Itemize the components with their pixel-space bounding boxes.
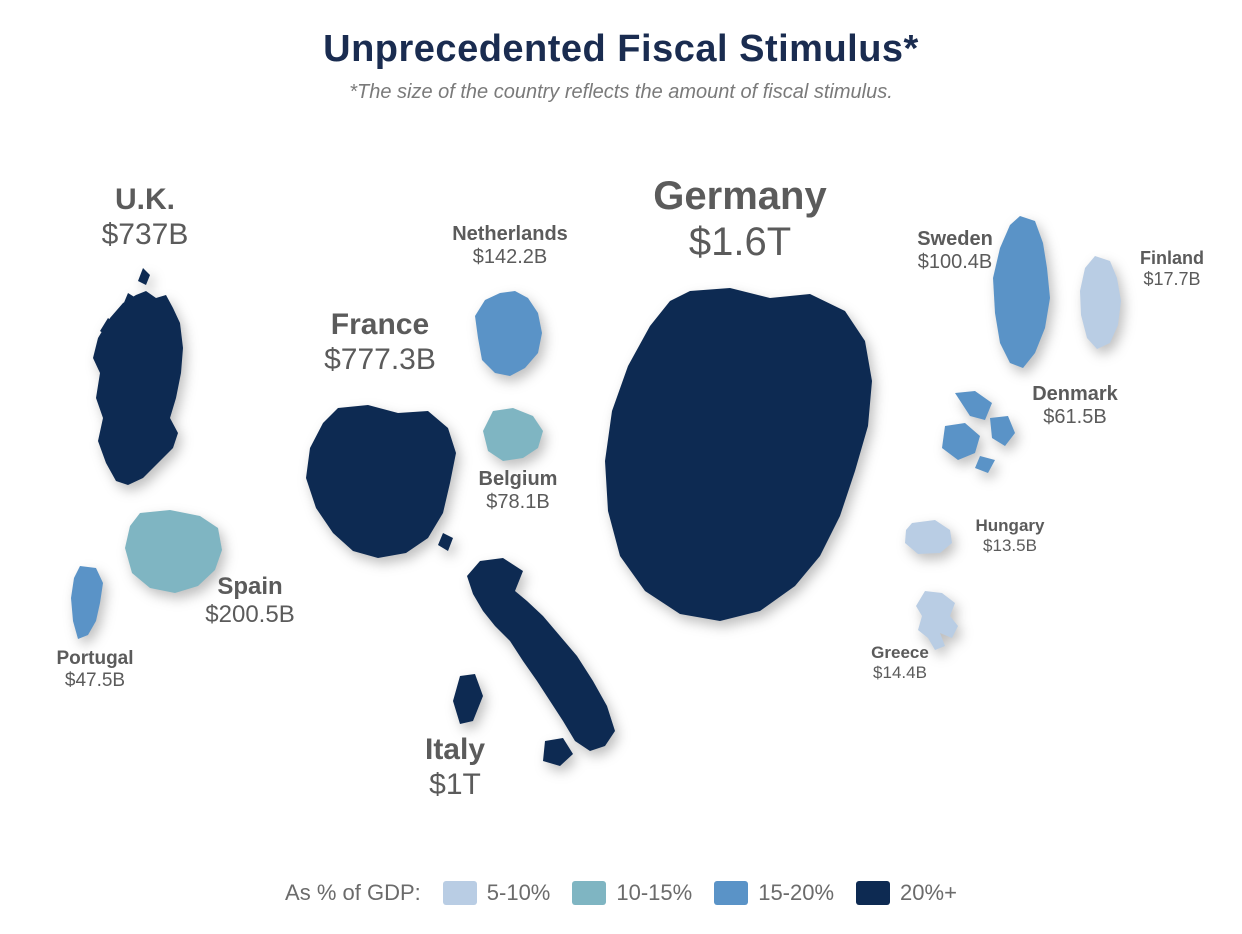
legend-item-2: 15-20%: [714, 880, 834, 906]
infographic-canvas: U.K. $737B Netherlands $142.2B France $7…: [0, 168, 1242, 808]
page-subtitle: *The size of the country reflects the am…: [0, 81, 1242, 104]
label-spain-value: $200.5B: [175, 601, 325, 629]
legend-range-3: 20%+: [900, 880, 957, 906]
label-netherlands-name: Netherlands: [430, 223, 590, 246]
label-denmark: Denmark $61.5B: [1010, 383, 1140, 429]
legend-swatch-0: [443, 881, 477, 905]
label-finland: Finland $17.7B: [1122, 248, 1222, 289]
label-portugal-value: $47.5B: [35, 670, 155, 692]
country-hungary: [900, 518, 955, 556]
label-france: France $777.3B: [290, 308, 470, 377]
label-italy-value: $1T: [395, 768, 515, 803]
country-finland: [1075, 253, 1125, 353]
label-belgium-value: $78.1B: [448, 491, 588, 514]
label-finland-name: Finland: [1122, 248, 1222, 269]
label-belgium: Belgium $78.1B: [448, 468, 588, 514]
label-uk: U.K. $737B: [60, 183, 230, 252]
country-uk: [88, 263, 238, 493]
country-netherlands: [470, 288, 550, 383]
label-belgium-name: Belgium: [448, 468, 588, 491]
label-sweden: Sweden $100.4B: [895, 228, 1015, 274]
country-germany: [600, 286, 880, 626]
label-netherlands: Netherlands $142.2B: [430, 223, 590, 269]
label-italy: Italy $1T: [395, 733, 515, 802]
country-belgium: [478, 406, 548, 464]
label-hungary: Hungary $13.5B: [955, 516, 1065, 555]
country-denmark: [930, 388, 1020, 478]
legend-item-1: 10-15%: [572, 880, 692, 906]
country-france: [298, 403, 463, 563]
label-sweden-name: Sweden: [895, 228, 1015, 251]
label-germany-value: $1.6T: [610, 219, 870, 265]
label-spain: Spain $200.5B: [175, 573, 325, 628]
legend-range-2: 15-20%: [758, 880, 834, 906]
label-spain-name: Spain: [175, 573, 325, 601]
label-greece-value: $14.4B: [850, 663, 950, 683]
legend-swatch-2: [714, 881, 748, 905]
legend-swatch-1: [572, 881, 606, 905]
legend-item-0: 5-10%: [443, 880, 551, 906]
label-finland-value: $17.7B: [1122, 269, 1222, 290]
label-germany-name: Germany: [610, 173, 870, 219]
legend-item-3: 20%+: [856, 880, 957, 906]
country-portugal: [68, 563, 106, 643]
label-greece: Greece $14.4B: [850, 643, 950, 682]
legend-swatch-3: [856, 881, 890, 905]
label-netherlands-value: $142.2B: [430, 246, 590, 269]
legend-range-0: 5-10%: [487, 880, 551, 906]
label-uk-value: $737B: [60, 218, 230, 253]
legend-range-1: 10-15%: [616, 880, 692, 906]
legend-label: As % of GDP:: [285, 880, 421, 906]
label-hungary-value: $13.5B: [955, 536, 1065, 556]
legend: As % of GDP: 5-10% 10-15% 15-20% 20%+: [0, 880, 1242, 906]
label-sweden-value: $100.4B: [895, 251, 1015, 274]
label-portugal-name: Portugal: [35, 648, 155, 670]
label-france-value: $777.3B: [290, 343, 470, 378]
label-hungary-name: Hungary: [955, 516, 1065, 536]
label-uk-name: U.K.: [60, 183, 230, 218]
label-denmark-value: $61.5B: [1010, 406, 1140, 429]
label-greece-name: Greece: [850, 643, 950, 663]
label-italy-name: Italy: [395, 733, 515, 768]
label-france-name: France: [290, 308, 470, 343]
label-portugal: Portugal $47.5B: [35, 648, 155, 692]
label-denmark-name: Denmark: [1010, 383, 1140, 406]
label-germany: Germany $1.6T: [610, 173, 870, 265]
page-title: Unprecedented Fiscal Stimulus*: [0, 28, 1242, 71]
